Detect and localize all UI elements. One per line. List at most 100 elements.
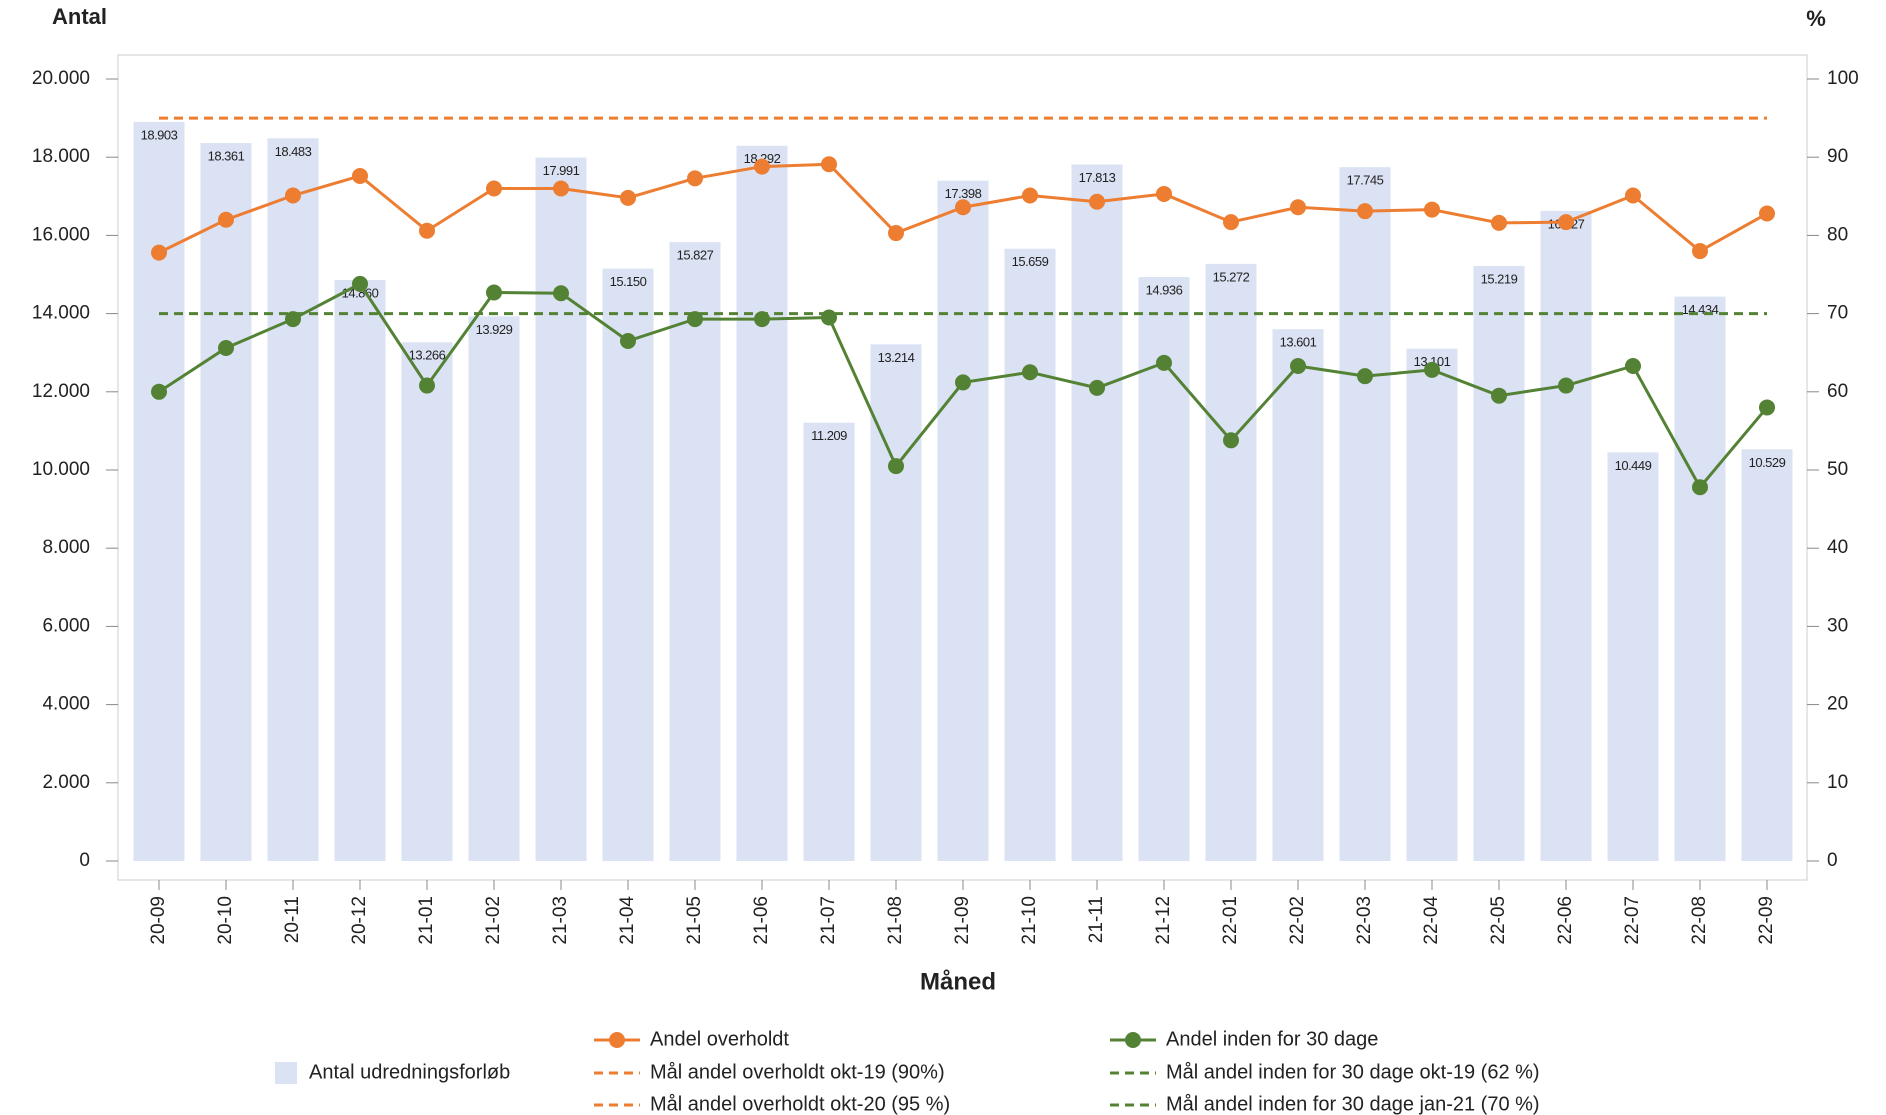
line-point xyxy=(1558,377,1574,394)
x-tick-label: 21-02 xyxy=(483,896,504,945)
bar-value-label: 14.434 xyxy=(1682,302,1719,317)
x-tick-label: 22-09 xyxy=(1756,896,1777,945)
x-tick-label: 21-06 xyxy=(751,896,772,945)
x-tick-label: 22-04 xyxy=(1421,896,1442,945)
bar-value-label: 13.214 xyxy=(878,350,915,365)
legend-label: Mål andel inden for 30 dage jan-21 (70 %… xyxy=(1166,1093,1540,1115)
legend-label: Antal udredningsforløb xyxy=(309,1061,510,1083)
line-point xyxy=(1022,187,1038,204)
bar xyxy=(937,180,989,861)
y-tick-label: 10.000 xyxy=(32,459,90,480)
x-tick-label: 21-07 xyxy=(818,896,839,945)
line-point xyxy=(1692,479,1708,496)
x-tick-label: 20-12 xyxy=(349,896,370,945)
bar-value-label: 13.101 xyxy=(1414,354,1451,369)
x-tick-label: 22-07 xyxy=(1622,896,1643,945)
y-tick-label: 8.000 xyxy=(42,537,90,558)
line-point xyxy=(1290,199,1306,216)
y2-tick-label: 60 xyxy=(1827,381,1848,402)
x-tick-label: 22-06 xyxy=(1555,896,1576,945)
bar-value-label: 17.813 xyxy=(1079,170,1116,185)
line-point xyxy=(1491,214,1507,231)
line-point xyxy=(955,199,971,216)
bar-value-label: 10.529 xyxy=(1749,455,1786,470)
y2-tick-label: 100 xyxy=(1827,68,1859,89)
bar-value-label: 15.659 xyxy=(1012,254,1049,269)
line-point xyxy=(1357,203,1373,220)
bar xyxy=(602,268,654,861)
bar xyxy=(133,121,185,861)
line-point xyxy=(285,311,301,328)
bar-value-label: 18.483 xyxy=(275,144,312,159)
bar-value-label: 15.150 xyxy=(610,274,647,289)
y-tick-label: 14.000 xyxy=(32,303,90,324)
x-tick-label: 22-03 xyxy=(1354,896,1375,945)
y-tick-label: 20.000 xyxy=(32,68,90,89)
x-tick-label: 21-11 xyxy=(1086,896,1107,943)
line-point xyxy=(821,309,837,326)
bar-value-label: 10.449 xyxy=(1615,458,1652,473)
bar xyxy=(401,342,453,861)
bar xyxy=(1339,167,1391,861)
x-tick-label: 21-12 xyxy=(1153,896,1174,945)
line-point xyxy=(1357,368,1373,385)
x-tick-label: 20-10 xyxy=(215,896,236,945)
line-point xyxy=(1759,399,1775,416)
x-tick-label: 21-05 xyxy=(684,896,705,945)
line-point xyxy=(1156,354,1172,371)
bar xyxy=(1071,164,1123,861)
bar-value-label: 17.991 xyxy=(543,163,580,178)
bar-value-label: 18.903 xyxy=(141,127,178,142)
line-point xyxy=(1156,185,1172,202)
x-tick-label: 21-04 xyxy=(617,896,638,945)
bar xyxy=(267,138,319,861)
x-tick-label: 21-10 xyxy=(1019,896,1040,945)
bar xyxy=(1741,449,1793,861)
bar-value-label: 13.929 xyxy=(476,322,513,337)
line-point xyxy=(687,311,703,328)
legend-label: Andel inden for 30 dage xyxy=(1166,1028,1378,1050)
line-point xyxy=(1424,201,1440,218)
bar xyxy=(1674,296,1726,861)
y2-tick-label: 10 xyxy=(1827,772,1848,793)
legend-label: Mål andel inden for 30 dage okt-19 (62 %… xyxy=(1166,1061,1540,1083)
y-tick-label: 12.000 xyxy=(32,381,90,402)
bar-value-label: 14.936 xyxy=(1146,282,1183,297)
bar-value-label: 17.745 xyxy=(1347,173,1384,188)
legend-swatch xyxy=(609,1032,625,1048)
line-point xyxy=(888,225,904,242)
bar-value-label: 11.209 xyxy=(811,428,847,443)
x-tick-label: 22-05 xyxy=(1488,896,1509,945)
bar-value-label: 13.601 xyxy=(1280,335,1317,350)
x-tick-label: 22-08 xyxy=(1689,896,1710,945)
y2-tick-label: 90 xyxy=(1827,146,1848,167)
legend-swatch xyxy=(1125,1032,1141,1048)
line-point xyxy=(419,222,435,239)
bar xyxy=(1473,265,1525,861)
y2-tick-label: 70 xyxy=(1827,303,1848,324)
line-point xyxy=(1290,357,1306,374)
line-point xyxy=(285,187,301,204)
bar xyxy=(535,157,587,862)
line-point xyxy=(1692,243,1708,260)
line-point xyxy=(419,377,435,394)
line-point xyxy=(352,275,368,292)
bar-value-label: 15.827 xyxy=(677,248,714,263)
line-point xyxy=(352,167,368,184)
bar-value-label: 13.266 xyxy=(409,348,446,363)
bar-value-label: 18.361 xyxy=(208,149,245,164)
y2-tick-label: 20 xyxy=(1827,694,1848,715)
x-tick-label: 22-02 xyxy=(1287,896,1308,945)
bar xyxy=(1004,248,1056,861)
x-tick-label: 20-09 xyxy=(148,896,169,945)
x-tick-label: 21-08 xyxy=(885,896,906,945)
bar xyxy=(736,145,788,861)
line-point xyxy=(1625,357,1641,374)
y-tick-label: 0 xyxy=(79,850,90,871)
line-point xyxy=(1625,187,1641,204)
x-tick-label: 20-11 xyxy=(282,896,303,943)
bar xyxy=(1138,277,1190,861)
x-tick-label: 21-09 xyxy=(952,896,973,945)
y2-tick-label: 50 xyxy=(1827,459,1848,480)
y-tick-label: 6.000 xyxy=(42,615,90,636)
